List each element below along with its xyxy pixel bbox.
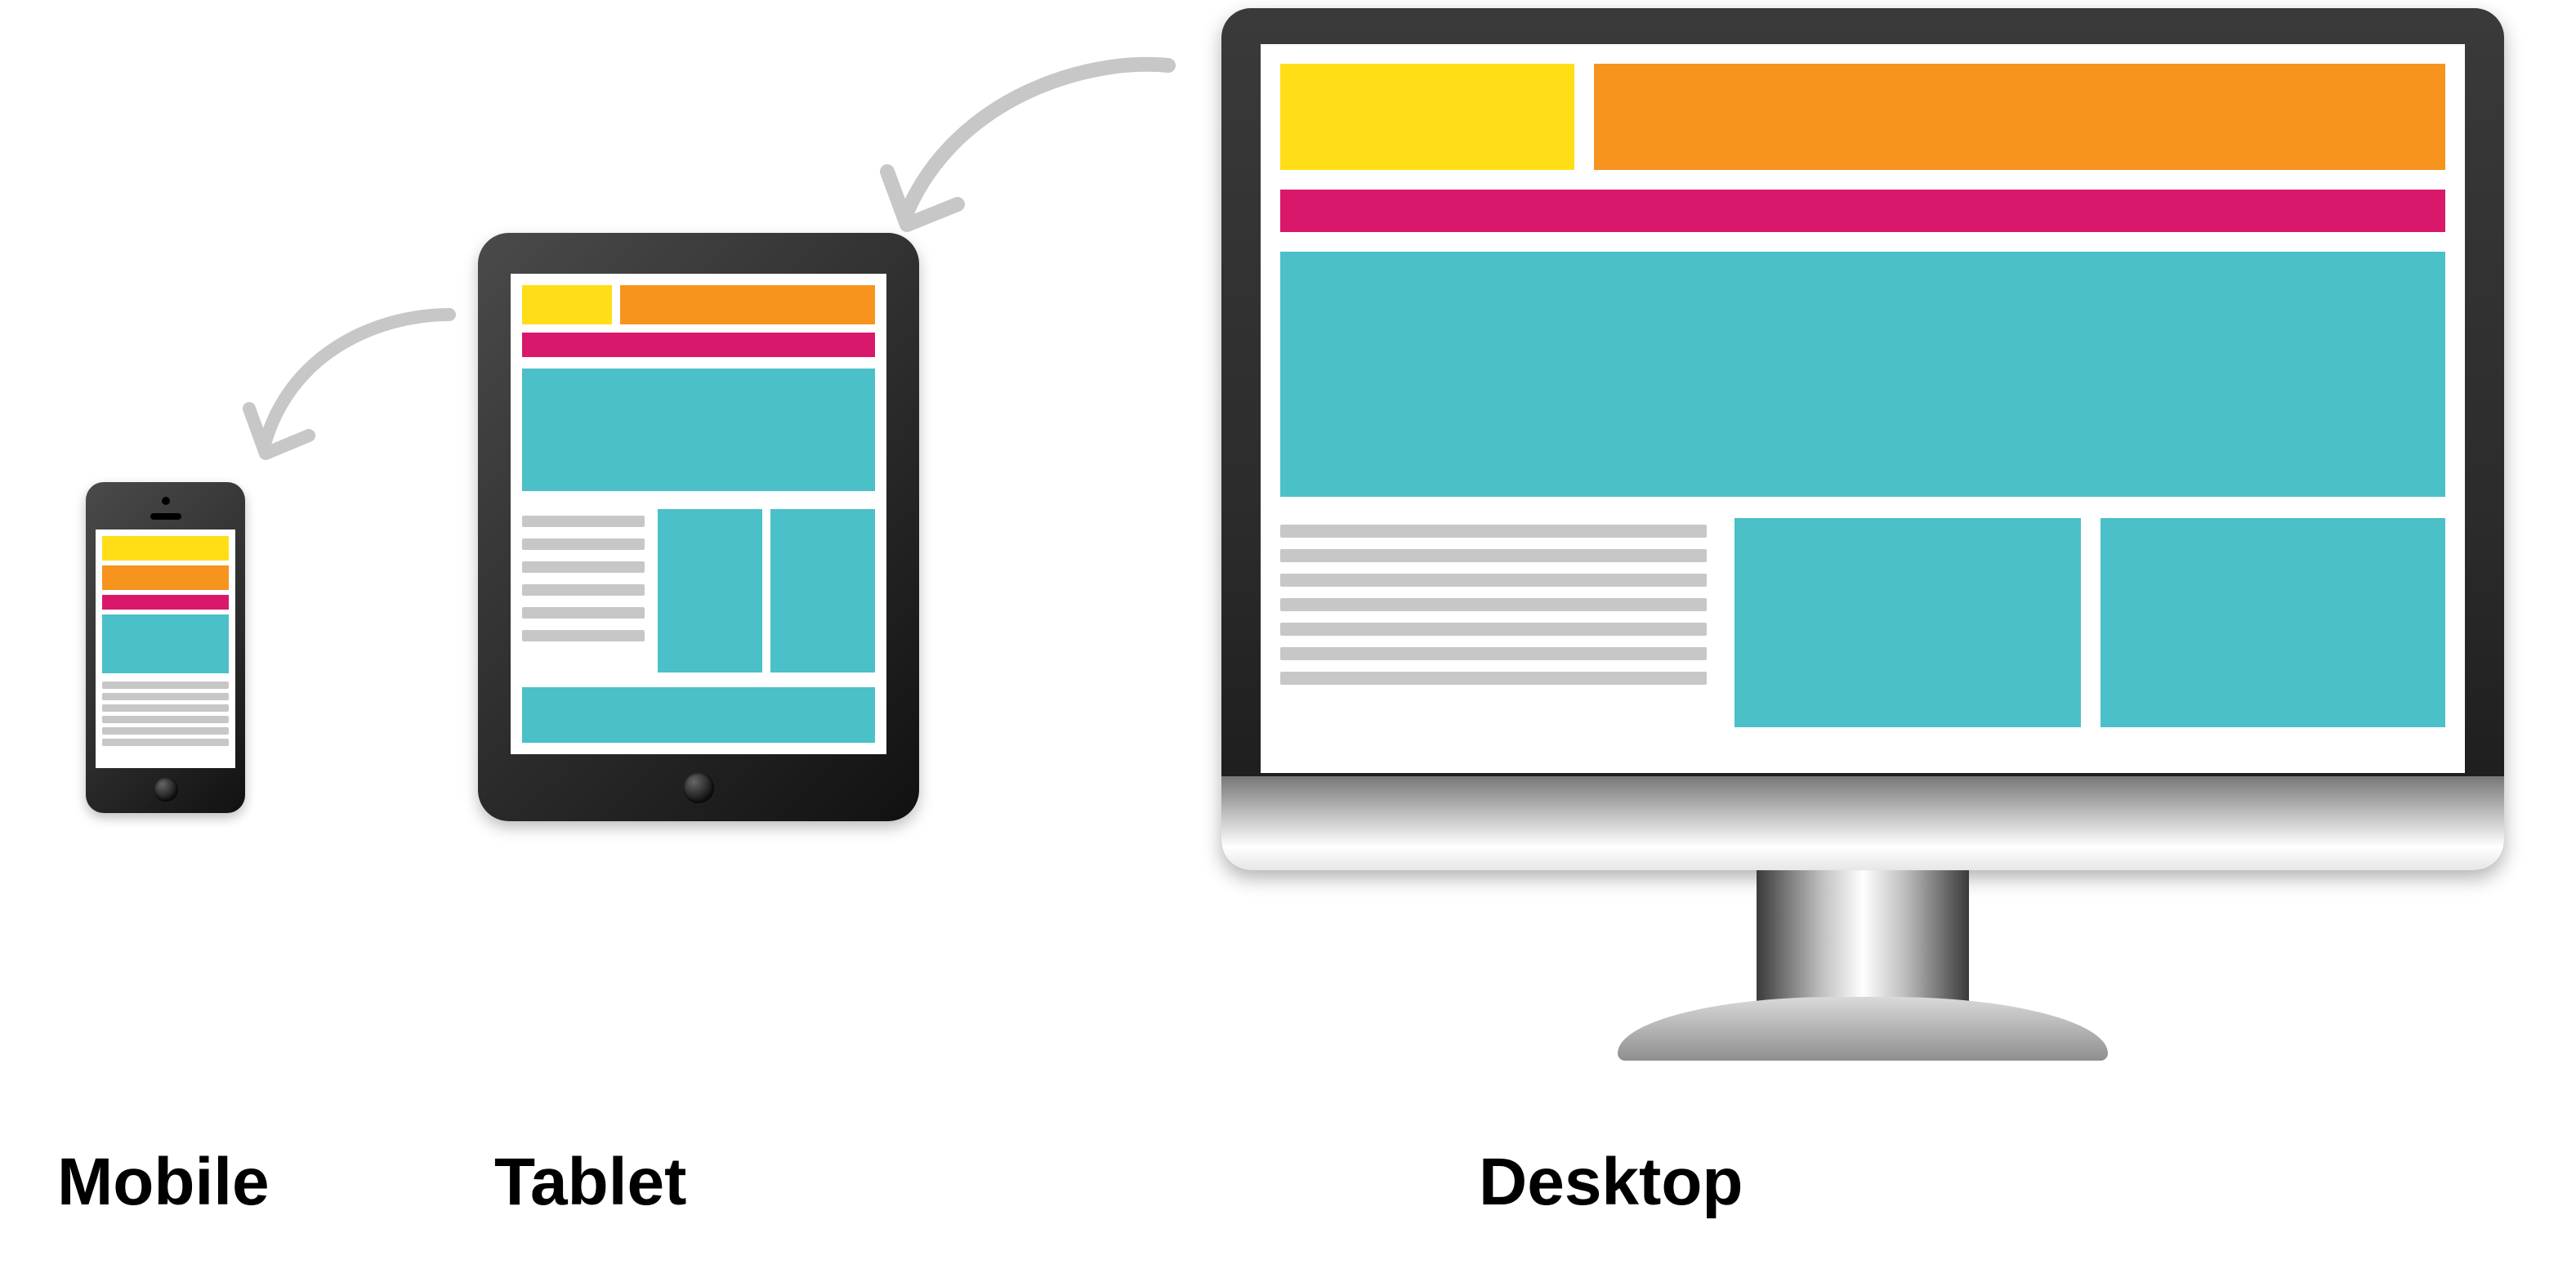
layout-block — [1280, 252, 2445, 497]
text-line — [522, 516, 645, 527]
responsive-design-infographic: Mobile Tablet Desktop — [0, 0, 2576, 1269]
tablet-device — [478, 233, 919, 821]
desktop-monitor — [1221, 8, 2504, 870]
text-line — [102, 681, 229, 689]
phone-home-button-icon — [154, 777, 178, 802]
phone-camera-icon — [162, 497, 170, 505]
desktop-monitor-chin — [1221, 776, 2504, 870]
layout-block — [1280, 190, 2445, 232]
layout-block — [522, 687, 875, 743]
text-line — [1280, 549, 1707, 562]
layout-block — [522, 369, 875, 491]
layout-block — [2101, 518, 2445, 727]
label-tablet: Tablet — [494, 1144, 686, 1221]
text-line — [522, 607, 645, 619]
text-line — [1280, 574, 1707, 587]
layout-block — [102, 536, 229, 561]
layout-block — [102, 614, 229, 673]
layout-block — [770, 509, 875, 672]
text-line — [102, 739, 229, 746]
text-line — [522, 584, 645, 596]
label-mobile: Mobile — [57, 1144, 270, 1221]
text-line — [1280, 525, 1707, 538]
desktop-screen — [1261, 44, 2465, 773]
layout-block — [102, 565, 229, 590]
desktop-stand-neck — [1757, 870, 1969, 1009]
tablet-home-button-icon — [683, 772, 714, 803]
phone-speaker-icon — [150, 513, 181, 520]
layout-block — [620, 285, 875, 324]
layout-block — [1594, 64, 2445, 170]
layout-block — [1734, 518, 2081, 727]
layout-block — [102, 595, 229, 610]
text-line — [522, 630, 645, 641]
text-line — [522, 561, 645, 573]
tablet-screen — [511, 274, 886, 754]
text-line — [102, 716, 229, 723]
text-line — [1280, 647, 1707, 660]
text-line — [1280, 598, 1707, 611]
text-line — [102, 727, 229, 735]
layout-block — [522, 285, 612, 324]
text-line — [102, 704, 229, 712]
layout-block — [522, 333, 875, 357]
layout-block — [1280, 64, 1574, 170]
layout-block — [658, 509, 762, 672]
desktop-device — [1221, 8, 2504, 1087]
mobile-device — [86, 482, 245, 813]
text-line — [1280, 672, 1707, 685]
text-line — [102, 693, 229, 700]
label-desktop: Desktop — [1479, 1144, 1743, 1221]
mobile-screen — [96, 529, 235, 768]
desktop-stand-foot — [1618, 997, 2108, 1061]
text-line — [1280, 623, 1707, 636]
text-line — [522, 538, 645, 550]
arrow-tablet-to-mobile — [221, 290, 466, 503]
